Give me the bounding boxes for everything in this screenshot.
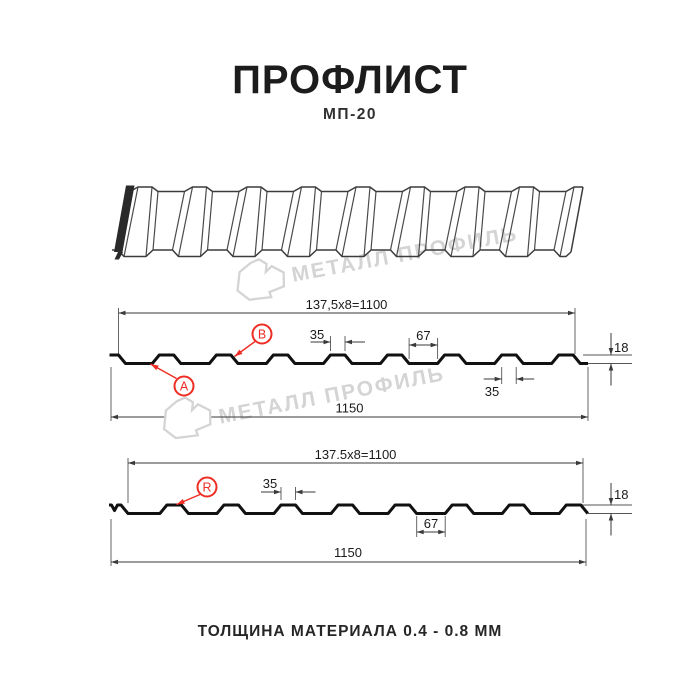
watermark-photo-area-logo xyxy=(236,258,286,301)
dim-height-back: 18 xyxy=(614,487,628,502)
watermark-front-view-logo xyxy=(162,396,212,440)
dim-overall-width-front: 1150 xyxy=(336,401,364,416)
watermark-photo-area: МЕТАЛЛ ПРОФИЛЬ xyxy=(290,222,520,286)
dim-valley-front: 67 xyxy=(416,328,430,343)
label-r-circle xyxy=(196,476,218,498)
watermark-text: МЕТАЛЛ ПРОФИЛЬ xyxy=(217,362,447,428)
dim-working-width-front: 137,5x8=1100 xyxy=(306,297,388,312)
sheet-3d-view xyxy=(112,185,584,260)
dim-working-width-back: 137.5x8=1100 xyxy=(315,447,397,462)
watermark-text: МЕТАЛЛ ПРОФИЛЬ xyxy=(290,222,520,286)
watermark-front-view-area: МЕТАЛЛ ПРОФИЛЬ xyxy=(217,362,447,428)
dim-rib-bottom-front: 35 xyxy=(485,384,499,399)
product-model: МП-20 xyxy=(323,106,377,123)
dim-height-front: 18 xyxy=(614,340,628,355)
back-profile-view xyxy=(109,503,589,515)
page-title: ПРОФЛИСТ xyxy=(232,58,468,102)
back-view-dimensions xyxy=(110,458,632,566)
callout-annotations: A B R xyxy=(150,323,273,506)
label-a: A xyxy=(180,380,189,394)
dim-overall-width-back: 1150 xyxy=(334,545,362,560)
metall-profil-logo-icon xyxy=(236,258,286,301)
thickness-note: ТОЛЩИНА МАТЕРИАЛА 0.4 - 0.8 ММ xyxy=(197,623,503,640)
label-b-circle xyxy=(251,323,273,345)
dim-rib-top-back: 35 xyxy=(263,476,277,491)
label-a-circle xyxy=(173,375,195,397)
label-b: B xyxy=(258,328,266,342)
front-profile-view xyxy=(109,353,588,365)
dim-rib-top-front: 35 xyxy=(310,327,324,342)
metall-profil-logo-icon xyxy=(162,396,212,440)
dim-valley-back: 67 xyxy=(424,516,438,531)
label-r: R xyxy=(202,481,211,495)
